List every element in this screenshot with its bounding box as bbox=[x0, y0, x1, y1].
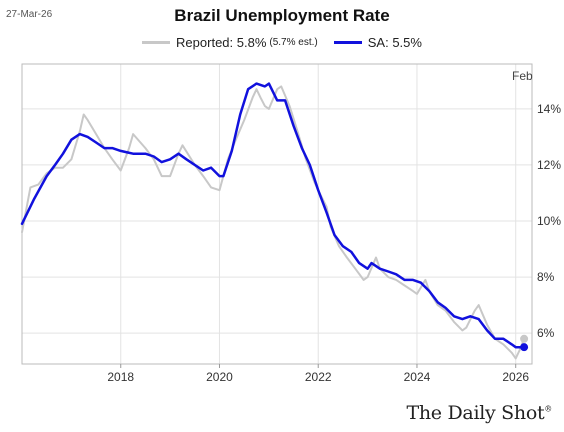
last-point-reported bbox=[520, 334, 529, 343]
x-tick-label: 2026 bbox=[502, 370, 529, 384]
x-tick-label: 2022 bbox=[305, 370, 332, 384]
legend: Reported: 5.8% (5.7% est.) SA: 5.5% bbox=[0, 35, 564, 50]
y-tick-label: 10% bbox=[537, 214, 561, 228]
legend-label-sa: SA: 5.5% bbox=[367, 35, 422, 50]
y-tick-label: 14% bbox=[537, 102, 561, 116]
x-tick-label: 2018 bbox=[107, 370, 134, 384]
series-line-sa bbox=[20, 82, 526, 349]
last-point-sa bbox=[520, 343, 529, 352]
brand-logo: The Daily Shot® bbox=[406, 402, 552, 424]
x-tick-label: 2024 bbox=[404, 370, 431, 384]
annotation-feb: Feb bbox=[512, 69, 533, 83]
y-tick-label: 8% bbox=[537, 270, 555, 284]
plot-frame bbox=[21, 63, 533, 365]
y-tick-label: 6% bbox=[537, 326, 555, 340]
chart-title: Brazil Unemployment Rate bbox=[174, 6, 390, 25]
brand-name: The Daily Shot bbox=[406, 402, 545, 424]
date-stamp: 27-Mar-26 bbox=[6, 9, 53, 20]
grid-layer bbox=[22, 64, 532, 364]
x-tick-label: 2020 bbox=[206, 370, 233, 384]
y-tick-label: 12% bbox=[537, 158, 561, 172]
legend-note-reported: (5.7% est.) bbox=[269, 37, 318, 48]
legend-item-reported[interactable]: Reported: 5.8% (5.7% est.) bbox=[142, 35, 318, 50]
legend-swatch-sa bbox=[333, 41, 362, 44]
series-layer bbox=[20, 82, 529, 360]
series-line-reported bbox=[21, 85, 526, 360]
legend-item-sa[interactable]: SA: 5.5% bbox=[333, 35, 422, 50]
legend-swatch-reported bbox=[142, 41, 171, 44]
legend-label-reported: Reported: 5.8% bbox=[176, 35, 267, 50]
brand-mark: ® bbox=[544, 404, 552, 414]
tick-layer: 6% 8% 10% 12% 14% 2018 2020 2022 2024 2026 bbox=[107, 102, 561, 384]
